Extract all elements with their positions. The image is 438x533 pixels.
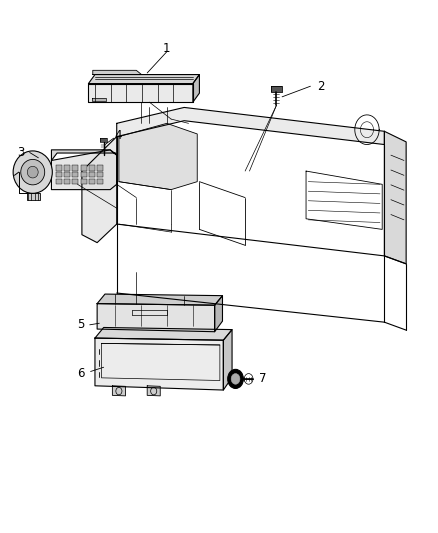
Bar bbox=[89, 179, 95, 184]
Text: 7: 7 bbox=[259, 373, 266, 385]
Polygon shape bbox=[97, 304, 215, 332]
Text: 4: 4 bbox=[114, 128, 122, 141]
Polygon shape bbox=[385, 131, 406, 264]
Bar bbox=[56, 172, 62, 177]
Bar bbox=[72, 179, 78, 184]
Polygon shape bbox=[82, 136, 117, 243]
Bar bbox=[81, 165, 87, 171]
Polygon shape bbox=[271, 86, 282, 92]
Polygon shape bbox=[97, 294, 223, 305]
Bar bbox=[89, 165, 95, 171]
Polygon shape bbox=[95, 327, 232, 340]
Polygon shape bbox=[193, 75, 199, 102]
Polygon shape bbox=[93, 70, 141, 75]
Bar bbox=[89, 172, 95, 177]
Bar bbox=[97, 165, 103, 171]
Polygon shape bbox=[92, 98, 106, 101]
Bar bbox=[64, 165, 70, 171]
Bar bbox=[72, 172, 78, 177]
Bar bbox=[81, 172, 87, 177]
Bar bbox=[64, 179, 70, 184]
Bar bbox=[97, 172, 103, 177]
Text: 6: 6 bbox=[77, 367, 85, 380]
Polygon shape bbox=[147, 386, 160, 396]
Bar bbox=[97, 179, 103, 184]
Polygon shape bbox=[88, 84, 193, 102]
Text: 1: 1 bbox=[163, 42, 170, 54]
Bar bbox=[56, 179, 62, 184]
Bar bbox=[64, 172, 70, 177]
Bar bbox=[81, 179, 87, 184]
Ellipse shape bbox=[21, 159, 45, 185]
Polygon shape bbox=[113, 386, 125, 396]
Polygon shape bbox=[215, 296, 223, 332]
Polygon shape bbox=[88, 75, 199, 84]
Polygon shape bbox=[117, 108, 385, 144]
Text: 3: 3 bbox=[17, 146, 25, 159]
Polygon shape bbox=[100, 138, 107, 142]
Polygon shape bbox=[51, 150, 117, 190]
Circle shape bbox=[228, 369, 244, 389]
Polygon shape bbox=[95, 338, 223, 390]
Polygon shape bbox=[119, 123, 197, 190]
Polygon shape bbox=[51, 150, 117, 160]
Text: 2: 2 bbox=[318, 80, 325, 93]
Polygon shape bbox=[27, 193, 40, 200]
Bar bbox=[56, 165, 62, 171]
Bar bbox=[72, 165, 78, 171]
Circle shape bbox=[231, 374, 240, 384]
Ellipse shape bbox=[27, 166, 38, 178]
Polygon shape bbox=[223, 329, 232, 390]
Ellipse shape bbox=[13, 151, 52, 193]
Text: 5: 5 bbox=[78, 318, 85, 332]
